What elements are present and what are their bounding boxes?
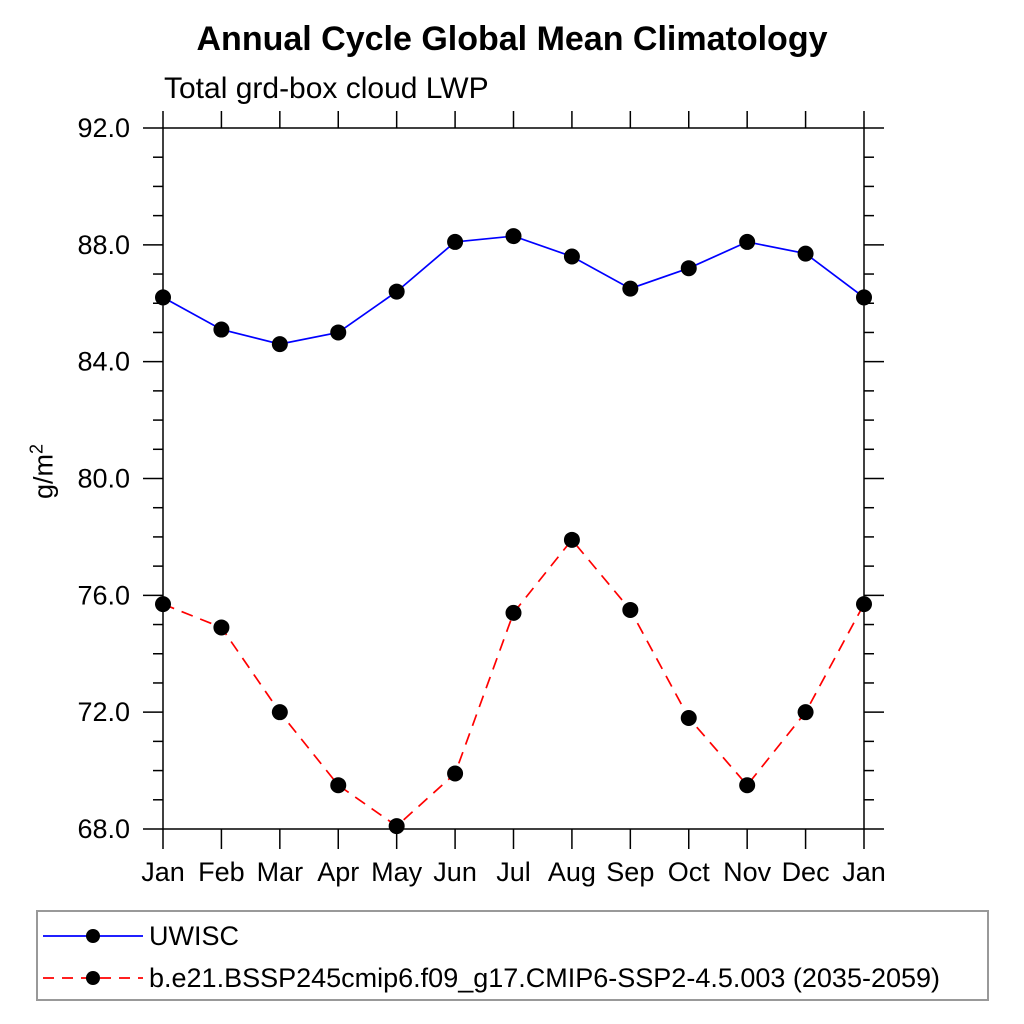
data-point bbox=[330, 777, 347, 794]
data-point bbox=[505, 604, 522, 621]
x-axis-tick-label: Jun bbox=[433, 857, 477, 887]
legend: UWISC b.e21.BSSP245cmip6.f09_g17.CMIP6-S… bbox=[36, 910, 989, 1001]
y-axis-tick-label: 68.0 bbox=[77, 814, 130, 844]
legend-marker-dot-icon bbox=[86, 929, 100, 943]
x-axis-tick-label: Nov bbox=[723, 857, 772, 887]
y-axis-tick-label: 92.0 bbox=[77, 113, 130, 143]
data-point bbox=[271, 704, 288, 721]
data-point bbox=[739, 233, 756, 250]
x-axis-tick-label: Jan bbox=[842, 857, 886, 887]
data-point bbox=[563, 531, 580, 548]
data-point bbox=[797, 704, 814, 721]
data-point bbox=[680, 260, 697, 277]
x-axis-tick-label: Apr bbox=[317, 857, 359, 887]
data-point bbox=[213, 321, 230, 338]
data-point bbox=[447, 765, 464, 782]
data-point bbox=[856, 596, 872, 613]
chart-title: Annual Cycle Global Mean Climatology bbox=[196, 20, 828, 58]
legend-item-model: b.e21.BSSP245cmip6.f09_g17.CMIP6-SSP2-4.… bbox=[38, 957, 987, 999]
data-point bbox=[447, 233, 464, 250]
legend-label-model: b.e21.BSSP245cmip6.f09_g17.CMIP6-SSP2-4.… bbox=[149, 962, 941, 993]
y-axis-tick-label: 72.0 bbox=[77, 697, 130, 727]
data-point bbox=[388, 818, 405, 835]
x-axis-tick-label: Mar bbox=[257, 857, 304, 887]
chart-subtitle: Total grd-box cloud LWP bbox=[164, 72, 489, 105]
data-point bbox=[388, 283, 405, 300]
series-line-model bbox=[162, 538, 865, 828]
legend-label-uwisc: UWISC bbox=[149, 920, 239, 951]
y-axis-tick-label: 76.0 bbox=[77, 580, 130, 610]
x-axis-tick-label: Sep bbox=[606, 857, 654, 887]
x-axis-tick-label: Aug bbox=[548, 857, 596, 887]
data-point bbox=[271, 336, 288, 353]
legend-item-uwisc: UWISC bbox=[38, 915, 987, 957]
data-point bbox=[622, 280, 639, 297]
legend-marker-dot-icon bbox=[86, 971, 100, 985]
x-axis-tick-label: Jul bbox=[496, 857, 531, 887]
y-axis-tick-label: 84.0 bbox=[77, 347, 130, 377]
series-line-uwisc bbox=[162, 235, 865, 345]
data-point bbox=[563, 248, 580, 265]
x-axis-tick-label: Dec bbox=[782, 857, 830, 887]
x-axis-tick-label: Oct bbox=[668, 857, 711, 887]
data-point bbox=[622, 601, 639, 618]
data-point bbox=[155, 289, 171, 306]
legend-line-sample-dashed bbox=[43, 971, 143, 985]
data-point bbox=[856, 289, 872, 306]
data-point bbox=[739, 777, 756, 794]
x-axis-tick-label: Feb bbox=[198, 857, 245, 887]
data-point bbox=[330, 324, 347, 341]
data-point bbox=[213, 619, 230, 636]
data-point bbox=[505, 228, 522, 245]
legend-line-sample-solid bbox=[43, 929, 143, 943]
y-axis-tick-label: 88.0 bbox=[77, 230, 130, 260]
data-point bbox=[155, 596, 171, 613]
x-axis-tick-label: May bbox=[371, 857, 423, 887]
x-axis-tick-label: Jan bbox=[141, 857, 185, 887]
data-point bbox=[680, 710, 697, 727]
data-point bbox=[797, 245, 814, 262]
y-axis-tick-label: 80.0 bbox=[77, 464, 130, 494]
